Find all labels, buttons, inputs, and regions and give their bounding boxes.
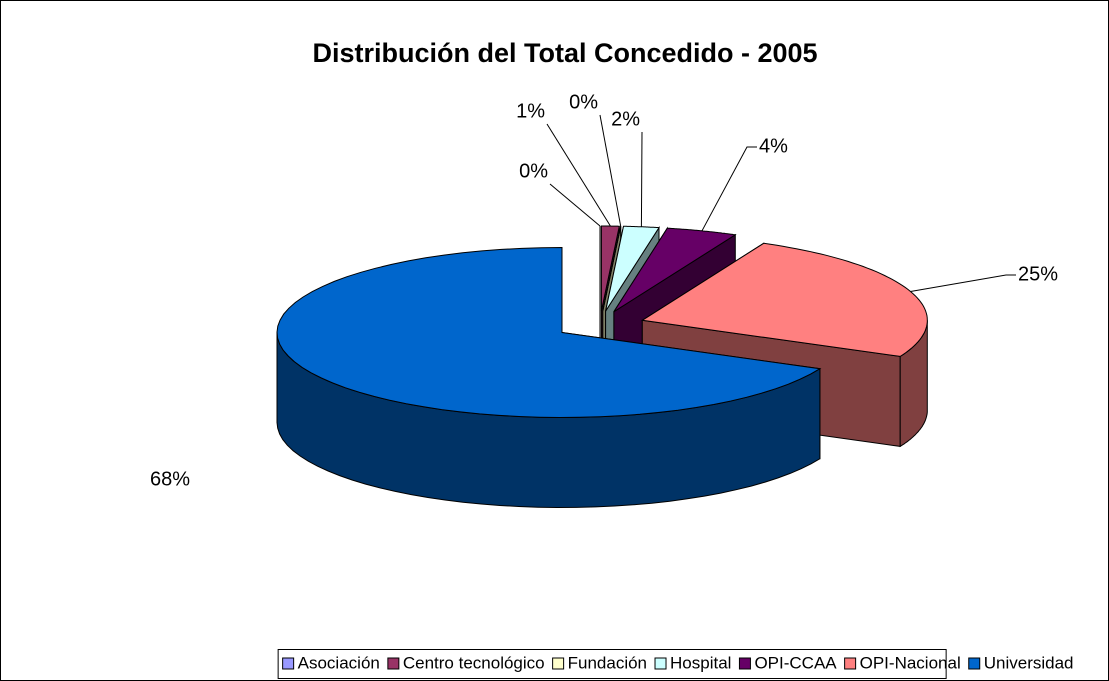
leader-line: [546, 123, 611, 227]
legend: Asociación Centro tecnológico Fundación Hos…: [277, 649, 1074, 679]
data-label: 0%: [569, 91, 598, 113]
legend-swatch: [968, 657, 981, 670]
legend-label: Universidad: [984, 653, 1074, 672]
leader-line: [549, 183, 601, 227]
slice: [276, 246, 822, 509]
legend-label: Fundación: [568, 653, 647, 672]
data-label: 2%: [611, 108, 640, 130]
pie: 0% 1% 0% 2% 4% 25% 68%: [150, 91, 1058, 509]
data-label: 25%: [1018, 263, 1058, 285]
legend-swatch: [738, 657, 751, 670]
data-label: 0%: [519, 160, 548, 182]
legend-swatch: [654, 657, 667, 670]
legend-swatch: [552, 657, 565, 670]
legend-swatch: [844, 657, 857, 670]
slice-top: [276, 246, 822, 419]
legend-label: OPI-Nacional: [860, 653, 961, 672]
leader-line: [640, 131, 643, 227]
data-label: 4%: [759, 135, 788, 157]
legend-label: Asociación: [298, 653, 380, 672]
legend-label: Centro tecnológico: [403, 653, 545, 672]
leader-line: [701, 146, 757, 232]
legend-swatch: [387, 657, 400, 670]
chart-title: Distribución del Total Concedido - 2005: [312, 38, 817, 68]
leader-line: [599, 114, 622, 227]
legend-label: OPI-CCAA: [754, 653, 837, 672]
legend-label: Hospital: [670, 653, 731, 672]
legend-swatch: [282, 657, 295, 670]
data-label: 68%: [150, 468, 190, 490]
leader-line: [910, 274, 1016, 292]
data-label: 1%: [516, 100, 545, 122]
